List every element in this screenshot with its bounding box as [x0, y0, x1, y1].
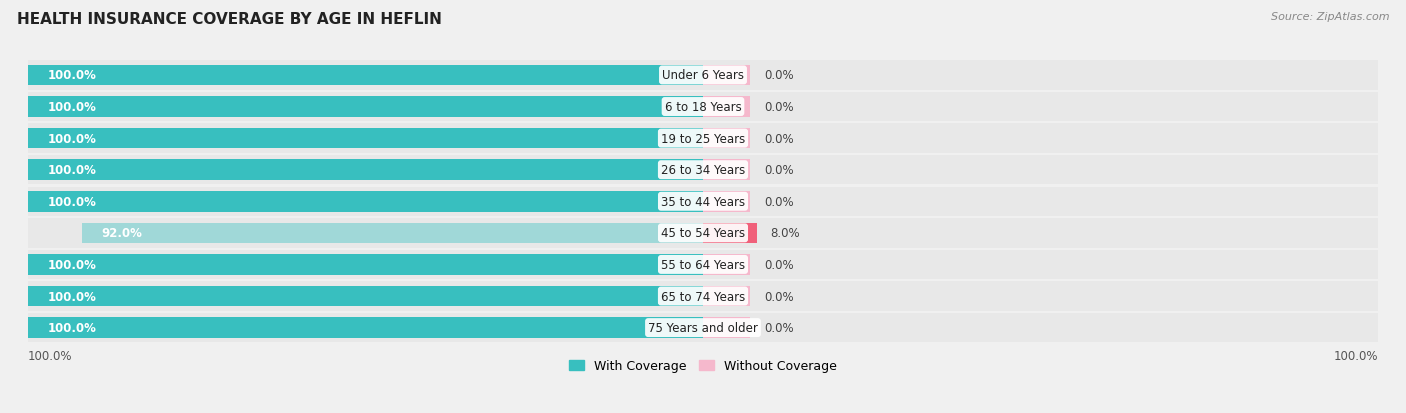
Bar	[703, 286, 751, 306]
Text: Source: ZipAtlas.com: Source: ZipAtlas.com	[1271, 12, 1389, 22]
Bar	[28, 250, 1378, 280]
Text: 0.0%: 0.0%	[763, 321, 793, 334]
Bar	[28, 313, 1378, 342]
Text: 100.0%: 100.0%	[48, 290, 97, 303]
Bar	[28, 218, 1378, 248]
Bar	[28, 192, 703, 212]
Bar	[703, 97, 751, 117]
Bar	[28, 66, 703, 86]
Bar	[703, 318, 751, 338]
Text: 0.0%: 0.0%	[763, 195, 793, 208]
Text: 100.0%: 100.0%	[48, 321, 97, 334]
Text: 100.0%: 100.0%	[48, 164, 97, 177]
Text: 100.0%: 100.0%	[48, 258, 97, 271]
Bar	[28, 93, 1378, 122]
Text: 75 Years and older: 75 Years and older	[648, 321, 758, 334]
Bar	[703, 128, 751, 149]
Bar	[28, 160, 703, 180]
Text: 100.0%: 100.0%	[48, 195, 97, 208]
Bar	[28, 187, 1378, 216]
Text: 100.0%: 100.0%	[1334, 349, 1378, 362]
Text: 0.0%: 0.0%	[763, 101, 793, 114]
Text: 0.0%: 0.0%	[763, 290, 793, 303]
Bar	[28, 128, 703, 149]
Text: 100.0%: 100.0%	[28, 349, 72, 362]
Text: 0.0%: 0.0%	[763, 69, 793, 82]
Bar	[703, 66, 751, 86]
Text: 35 to 44 Years: 35 to 44 Years	[661, 195, 745, 208]
Text: 6 to 18 Years: 6 to 18 Years	[665, 101, 741, 114]
Text: 0.0%: 0.0%	[763, 258, 793, 271]
Bar	[28, 61, 1378, 90]
Legend: With Coverage, Without Coverage: With Coverage, Without Coverage	[564, 355, 842, 377]
Bar	[28, 254, 703, 275]
Text: 45 to 54 Years: 45 to 54 Years	[661, 227, 745, 240]
Bar	[28, 286, 703, 306]
Text: 55 to 64 Years: 55 to 64 Years	[661, 258, 745, 271]
Text: 65 to 74 Years: 65 to 74 Years	[661, 290, 745, 303]
Text: 19 to 25 Years: 19 to 25 Years	[661, 132, 745, 145]
Text: HEALTH INSURANCE COVERAGE BY AGE IN HEFLIN: HEALTH INSURANCE COVERAGE BY AGE IN HEFL…	[17, 12, 441, 27]
Text: Under 6 Years: Under 6 Years	[662, 69, 744, 82]
Text: 92.0%: 92.0%	[101, 227, 143, 240]
Bar	[28, 318, 703, 338]
Bar	[703, 254, 751, 275]
Bar	[28, 156, 1378, 185]
Text: 100.0%: 100.0%	[48, 132, 97, 145]
Bar	[28, 97, 703, 117]
Bar	[28, 282, 1378, 311]
Text: 26 to 34 Years: 26 to 34 Years	[661, 164, 745, 177]
Bar	[703, 223, 756, 244]
Bar	[703, 192, 751, 212]
Text: 8.0%: 8.0%	[770, 227, 800, 240]
Bar	[28, 124, 1378, 153]
Text: 0.0%: 0.0%	[763, 164, 793, 177]
Text: 100.0%: 100.0%	[48, 101, 97, 114]
Text: 100.0%: 100.0%	[48, 69, 97, 82]
Bar	[703, 160, 751, 180]
Text: 0.0%: 0.0%	[763, 132, 793, 145]
Bar	[82, 223, 703, 244]
